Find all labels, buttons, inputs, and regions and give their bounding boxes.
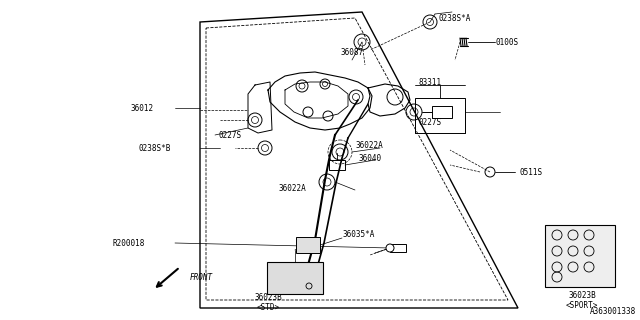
Text: 0227S: 0227S <box>218 131 241 140</box>
Text: 0238S*A: 0238S*A <box>438 13 470 22</box>
Text: R200018: R200018 <box>112 238 145 247</box>
Text: 83311: 83311 <box>418 77 441 86</box>
Bar <box>296 237 320 253</box>
Text: 36087: 36087 <box>340 47 363 57</box>
Bar <box>267 262 323 294</box>
Text: 36023B: 36023B <box>254 293 282 302</box>
Text: 36022A: 36022A <box>278 183 306 193</box>
Text: 0227S: 0227S <box>418 117 441 126</box>
Bar <box>415 98 465 133</box>
Text: <STD>: <STD> <box>257 303 280 313</box>
Text: A363001338: A363001338 <box>589 307 636 316</box>
Text: 36023B: 36023B <box>568 291 596 300</box>
Text: 36012: 36012 <box>130 103 153 113</box>
Bar <box>545 225 615 287</box>
Text: 36035*A: 36035*A <box>342 229 374 238</box>
Circle shape <box>386 244 394 252</box>
Bar <box>329 160 345 170</box>
Text: 0238S*B: 0238S*B <box>138 143 170 153</box>
Text: 36040: 36040 <box>358 154 381 163</box>
Bar <box>432 106 452 118</box>
Text: FRONT: FRONT <box>190 274 213 283</box>
Text: 36022A: 36022A <box>355 140 383 149</box>
Text: <SPORT>: <SPORT> <box>566 300 598 309</box>
Bar <box>390 244 406 252</box>
Text: 0100S: 0100S <box>495 37 518 46</box>
Text: 0511S: 0511S <box>520 167 543 177</box>
